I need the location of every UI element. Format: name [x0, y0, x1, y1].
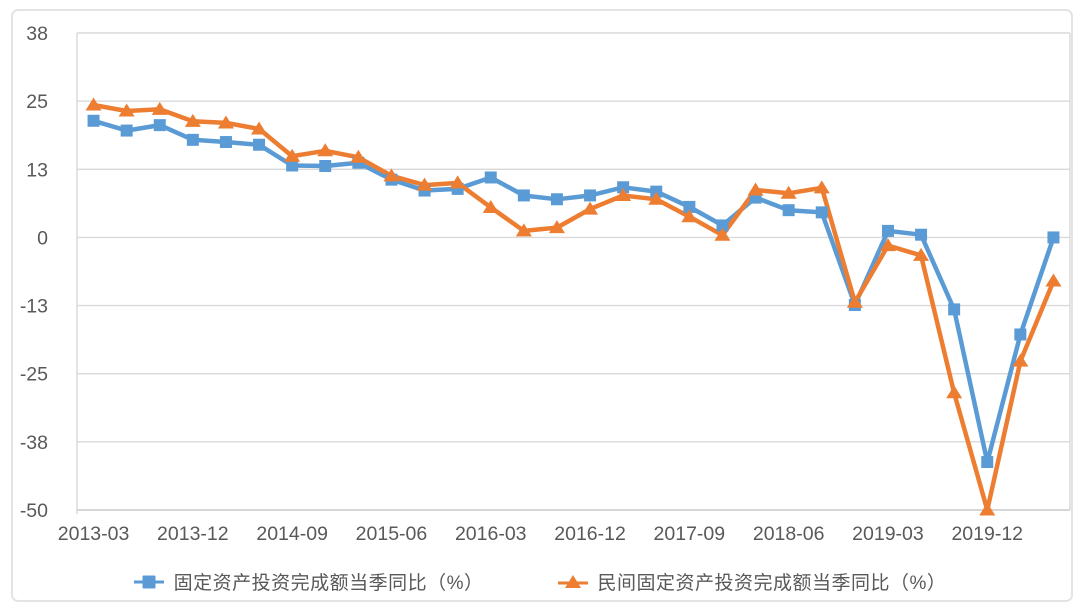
data-point-triangle: [383, 168, 400, 182]
x-tick-label: 2017-09: [654, 523, 726, 545]
line-chart: 38 25 13 0 -13 -25 -38 -50 2013-03 2013-12 2014-09…: [20, 23, 1071, 545]
x-tick-label: 2014-09: [256, 523, 328, 545]
y-tick-label: 13: [26, 159, 48, 181]
data-point-triangle: [946, 385, 963, 399]
x-tick-label: 2019-03: [852, 523, 924, 545]
data-point-square: [87, 114, 100, 127]
legend-item-private-fai: 民间固定资产投资完成额当季同比（%）: [557, 568, 947, 595]
data-point-square: [153, 119, 166, 132]
series-line-square: [91, 118, 1056, 465]
data-point-triangle: [151, 101, 168, 115]
data-point-triangle: [515, 223, 532, 237]
data-point-square: [683, 200, 696, 213]
chart-legend: 固定资产投资完成额当季同比（%） 民间固定资产投资完成额当季同比（%）: [0, 568, 1080, 595]
x-tick-label: 2015-06: [356, 523, 428, 545]
data-point-triangle: [913, 247, 930, 261]
data-point-triangle: [548, 220, 565, 234]
y-tick-label: 38: [26, 23, 48, 45]
data-point-triangle: [217, 115, 234, 129]
data-point-square: [948, 303, 961, 316]
x-tick-label: 2019-12: [951, 523, 1023, 545]
data-point-triangle: [118, 103, 135, 117]
data-point-square: [517, 189, 530, 202]
data-point-square: [286, 159, 299, 172]
data-point-triangle: [582, 201, 599, 215]
data-point-triangle: [747, 182, 764, 196]
y-tick-label: -38: [20, 432, 48, 454]
data-point-triangle: [780, 185, 797, 199]
data-point-square: [484, 171, 497, 184]
data-point-square: [219, 136, 232, 149]
data-point-square: [584, 189, 597, 202]
data-point-triangle: [284, 148, 301, 162]
x-tick-label: 2016-03: [455, 523, 527, 545]
data-point-square: [650, 185, 663, 198]
y-tick-label: -13: [20, 296, 48, 318]
data-point-triangle: [879, 238, 896, 252]
data-point-triangle: [416, 177, 433, 191]
y-tick-label: 25: [26, 91, 48, 113]
legend-label-private-fai: 民间固定资产投资完成额当季同比（%）: [597, 573, 947, 594]
legend-marker-triangle-icon: [557, 574, 588, 588]
legend-label-fai: 固定资产投资完成额当季同比（%）: [173, 573, 484, 594]
data-point-triangle: [1012, 353, 1029, 367]
y-tick-label: -25: [20, 364, 48, 386]
x-tick-label: 2013-03: [58, 523, 130, 545]
data-point-square: [1014, 328, 1027, 341]
data-point-square: [782, 204, 795, 217]
series-line-triangle: [91, 102, 1056, 513]
data-point-square: [1047, 231, 1060, 244]
x-tick-label: 2013-12: [157, 523, 229, 545]
y-tick-label: 0: [37, 227, 48, 249]
data-point-square: [915, 228, 928, 241]
data-point-triangle: [681, 209, 698, 223]
y-tick-label: -50: [20, 500, 48, 522]
data-point-triangle: [449, 175, 466, 189]
data-point-square: [253, 138, 266, 151]
data-point-triangle: [714, 227, 731, 241]
data-point-square: [186, 133, 199, 146]
data-point-square: [617, 181, 630, 194]
data-point-triangle: [251, 121, 268, 135]
data-point-triangle: [846, 294, 863, 308]
data-point-triangle: [350, 149, 367, 163]
data-point-square: [550, 193, 563, 206]
legend-marker-square-icon: [133, 575, 164, 588]
data-point-triangle: [813, 180, 830, 194]
data-point-triangle: [317, 143, 334, 157]
data-point-square: [881, 224, 894, 237]
x-tick-label: 2016-12: [554, 523, 626, 545]
data-point-square: [120, 124, 133, 137]
data-point-triangle: [85, 97, 102, 111]
data-point-triangle: [615, 187, 632, 201]
data-point-triangle: [184, 113, 201, 127]
legend-item-fai: 固定资产投资完成额当季同比（%）: [133, 568, 484, 595]
data-point-triangle: [1045, 273, 1062, 287]
data-point-triangle: [482, 199, 499, 213]
data-point-triangle: [648, 191, 665, 205]
data-point-square: [981, 456, 994, 469]
data-point-square: [815, 206, 828, 219]
x-tick-label: 2018-06: [753, 523, 825, 545]
data-point-triangle: [979, 502, 996, 516]
data-point-square: [319, 160, 332, 173]
data-point-square: [716, 219, 729, 232]
